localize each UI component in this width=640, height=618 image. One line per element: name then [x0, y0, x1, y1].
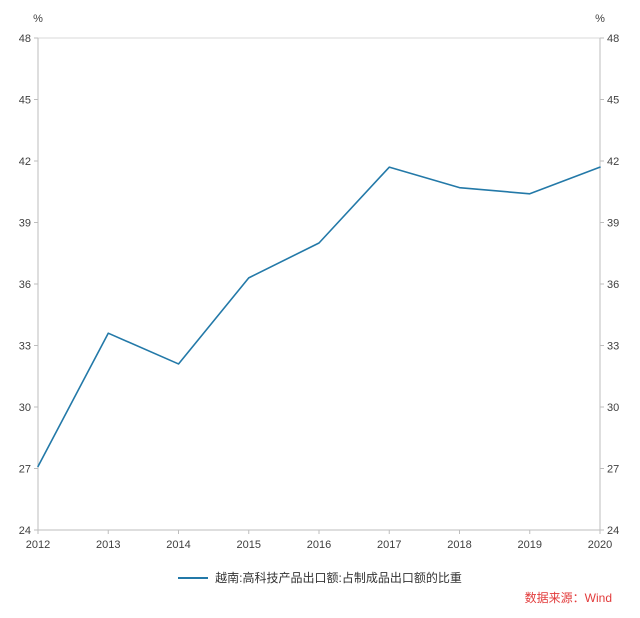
- svg-text:2013: 2013: [96, 539, 120, 551]
- svg-text:2012: 2012: [26, 539, 50, 551]
- svg-text:2017: 2017: [377, 539, 401, 551]
- svg-text:%: %: [595, 13, 605, 25]
- svg-text:33: 33: [19, 341, 31, 353]
- svg-text:30: 30: [607, 402, 619, 414]
- svg-text:36: 36: [607, 279, 619, 291]
- svg-text:45: 45: [607, 95, 619, 107]
- svg-text:24: 24: [19, 525, 31, 537]
- svg-text:42: 42: [607, 156, 619, 168]
- svg-text:2014: 2014: [166, 539, 190, 551]
- svg-text:33: 33: [607, 341, 619, 353]
- svg-text:2018: 2018: [447, 539, 471, 551]
- svg-text:27: 27: [19, 464, 31, 476]
- data-source-note: 数据来源：Wind: [524, 591, 612, 605]
- svg-text:48: 48: [19, 33, 31, 45]
- svg-text:30: 30: [19, 402, 31, 414]
- svg-text:2015: 2015: [237, 539, 261, 551]
- svg-text:42: 42: [19, 156, 31, 168]
- svg-text:39: 39: [19, 218, 31, 230]
- legend-series-label: 越南:高科技产品出口额:占制成品出口额的比重: [215, 571, 462, 585]
- svg-text:%: %: [33, 13, 43, 25]
- svg-text:24: 24: [607, 525, 619, 537]
- svg-text:27: 27: [607, 464, 619, 476]
- svg-text:2020: 2020: [588, 539, 612, 551]
- svg-text:2016: 2016: [307, 539, 331, 551]
- svg-text:48: 48: [607, 33, 619, 45]
- svg-text:36: 36: [19, 279, 31, 291]
- svg-text:39: 39: [607, 218, 619, 230]
- svg-text:2019: 2019: [518, 539, 542, 551]
- legend-line-swatch: [178, 576, 209, 579]
- svg-text:45: 45: [19, 95, 31, 107]
- legend-item: 越南:高科技产品出口额:占制成品出口额的比重: [178, 569, 462, 586]
- chart-legend: 越南:高科技产品出口额:占制成品出口额的比重: [0, 569, 640, 586]
